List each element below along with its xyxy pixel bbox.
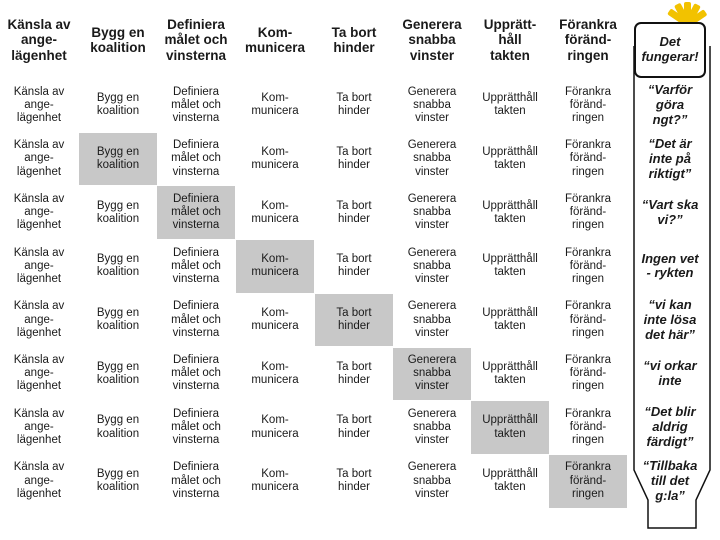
step-cell: Upprätthåll takten [482, 253, 538, 279]
step-cell: Kom- municera [251, 414, 299, 440]
step-cell: Bygg en koalition [96, 253, 140, 279]
step-cell: Förankra föränd- ringen [564, 139, 612, 178]
step-cell: Generera snabba vinster [407, 192, 457, 232]
step-cell: Förankra föränd- ringen [564, 192, 612, 232]
quote-cell: “Vart ska vi?” [641, 196, 699, 227]
step-cell: Känsla av ange- lägenhet [13, 85, 65, 124]
step-cell: Ta bort hinder [336, 145, 372, 172]
step-cell: Definiera målet och vinsterna [171, 407, 221, 447]
step-cell: Förankra föränd- ringen [564, 85, 612, 124]
step-cell: Definiera målet och vinsterna [171, 85, 221, 124]
step-cell: Ta bort hinder [336, 253, 372, 279]
step-cell: Definiera målet och vinsterna [171, 354, 221, 393]
step-cell: Kom- municera [236, 240, 314, 293]
step-cell: Ta bort hinder [336, 414, 372, 440]
step-cell: Upprätthåll takten [471, 401, 549, 454]
header-step-4: Kom- municera [244, 24, 306, 55]
quote-cell: “Tillbaka till det g:la” [642, 457, 698, 503]
step-cell: Känsla av ange- lägenhet [13, 139, 65, 178]
step-cell: Förankra föränd- ringen [564, 300, 612, 339]
step-cell: Definiera målet och vinsterna [171, 246, 221, 286]
header-result-box: Det fungerar! [634, 22, 706, 78]
step-cell: Generera snabba vinster [407, 139, 457, 178]
step-cell: Generera snabba vinster [407, 300, 457, 339]
step-cell: Kom- municera [251, 199, 299, 225]
funnel-outline [633, 46, 711, 529]
step-cell: Kom- municera [251, 145, 299, 172]
header-step-3: Definiera målet och vinsterna [164, 17, 228, 63]
step-cell: Definiera målet och vinsterna [171, 461, 221, 500]
quote-cell: “Varför göra ngt?” [647, 81, 693, 127]
step-cell: Förankra föränd- ringen [564, 407, 612, 447]
step-cell: Ta bort hinder [336, 468, 372, 494]
quote-cell: Ingen vet - rykten [641, 250, 699, 281]
step-cell: Bygg en koalition [96, 92, 140, 118]
step-cell: Ta bort hinder [315, 293, 393, 347]
header-step-5: Ta bort hinder [331, 24, 377, 55]
step-cell: Kom- municera [251, 306, 299, 333]
quote-cell: “Det blir aldrig färdigt” [644, 404, 696, 449]
step-cell: Generera snabba vinster [407, 85, 457, 124]
step-cell: Upprätthåll takten [482, 92, 538, 118]
step-cell: Bygg en koalition [96, 360, 140, 386]
step-cell: Upprätthåll takten [482, 360, 538, 386]
step-cell: Bygg en koalition [96, 306, 140, 333]
step-cell: Upprätthåll takten [482, 145, 538, 172]
step-cell: Upprätthåll takten [482, 468, 538, 494]
step-cell: Ta bort hinder [336, 199, 372, 225]
step-cell: Bygg en koalition [96, 414, 140, 440]
header-step-1: Känsla av ange- lägenhet [7, 17, 71, 63]
quote-cell: “vi kan inte lösa det här” [643, 296, 697, 342]
step-cell: Känsla av ange- lägenhet [13, 192, 65, 232]
step-cell: Ta bort hinder [336, 360, 372, 386]
header-step-8: Förankra föränd- ringen [559, 17, 617, 63]
quote-cell: “vi orkar inte [643, 357, 697, 388]
step-cell: Känsla av ange- lägenhet [13, 461, 65, 500]
step-cell: Ta bort hinder [336, 92, 372, 118]
step-cell: Definiera målet och vinsterna [157, 186, 235, 240]
step-cell: Upprätthåll takten [482, 306, 538, 333]
step-cell: Kom- municera [251, 360, 299, 386]
quote-cell: “Det är inte på riktigt” [648, 135, 692, 181]
header-step-2: Bygg en koalition [90, 24, 146, 55]
step-cell: Kom- municera [251, 468, 299, 494]
step-cell: Känsla av ange- lägenhet [13, 354, 65, 393]
sunburst-logo-icon [667, 2, 707, 27]
step-cell: Förankra föränd- ringen [564, 246, 612, 286]
step-cell: Generera snabba vinster [407, 461, 457, 500]
step-cell: Känsla av ange- lägenhet [13, 300, 65, 339]
step-cell: Bygg en koalition [79, 132, 157, 186]
step-cell: Bygg en koalition [96, 468, 140, 494]
header-step-6: Generera snabba vinster [402, 17, 462, 63]
step-cell: Definiera målet och vinsterna [171, 139, 221, 178]
step-cell: Kom- municera [251, 92, 299, 118]
step-cell: Generera snabba vinster [393, 347, 471, 401]
step-cell: Känsla av ange- lägenhet [13, 246, 65, 286]
step-cell: Generera snabba vinster [407, 246, 457, 286]
step-cell: Generera snabba vinster [407, 407, 457, 447]
step-cell: Bygg en koalition [96, 199, 140, 225]
step-cell: Känsla av ange- lägenhet [13, 407, 65, 447]
step-cell: Förankra föränd- ringen [549, 454, 627, 508]
step-cell: Definiera målet och vinsterna [171, 300, 221, 339]
step-cell: Upprätthåll takten [482, 199, 538, 225]
step-cell: Förankra föränd- ringen [564, 354, 612, 393]
header-step-7: Upprätt- håll takten [483, 17, 537, 63]
